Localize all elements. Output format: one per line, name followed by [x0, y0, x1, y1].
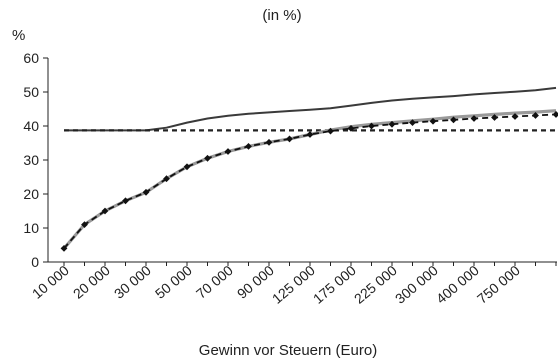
- data-point-marker: [204, 154, 211, 162]
- data-point-marker: [347, 124, 355, 132]
- y-tick-label: 40: [23, 118, 39, 134]
- data-point-marker: [470, 115, 478, 122]
- y-axis-label: %: [12, 27, 25, 44]
- data-point-marker: [552, 111, 558, 118]
- y-tick-label: 0: [31, 254, 39, 270]
- data-point-marker: [183, 163, 191, 171]
- data-point-marker: [101, 207, 109, 215]
- x-tick-label: 50 000: [152, 262, 195, 302]
- x-tick-label: 750 000: [474, 262, 523, 307]
- data-point-marker: [491, 114, 498, 121]
- x-tick-label: 300 000: [392, 262, 441, 307]
- data-point-marker: [245, 143, 252, 150]
- data-point-marker: [368, 122, 375, 130]
- x-tick-label: 175 000: [310, 262, 359, 307]
- x-tick-label: 225 000: [351, 262, 400, 307]
- data-point-marker: [429, 117, 437, 125]
- x-tick-label: 400 000: [433, 262, 482, 307]
- chart-subtitle: (in %): [262, 7, 301, 24]
- data-point-marker: [60, 245, 68, 252]
- data-point-marker: [122, 197, 129, 205]
- data-point-marker: [306, 131, 314, 138]
- data-point-marker: [163, 175, 170, 183]
- y-tick-label: 60: [23, 50, 39, 66]
- data-point-marker: [286, 135, 293, 143]
- data-point-marker: [511, 113, 519, 120]
- data-point-marker: [142, 188, 150, 196]
- y-tick-label: 20: [23, 186, 39, 202]
- y-tick-label: 50: [23, 84, 39, 100]
- data-point-marker: [224, 148, 232, 155]
- data-point-marker: [450, 116, 457, 124]
- series-line-1: [64, 86, 557, 132]
- data-point-marker: [532, 112, 539, 119]
- x-tick-label: 70 000: [193, 262, 236, 302]
- x-axis-label: Gewinn vor Steuern (Euro): [199, 342, 377, 359]
- x-tick-label: 30 000: [111, 262, 154, 302]
- data-point-marker: [81, 221, 88, 228]
- x-tick-label: 20 000: [70, 262, 113, 302]
- y-tick-label: 30: [23, 152, 39, 168]
- x-tick-label: 125 000: [269, 262, 318, 307]
- data-point-marker: [409, 119, 416, 126]
- data-point-marker: [388, 120, 396, 128]
- data-point-marker: [327, 127, 334, 135]
- y-tick-label: 10: [23, 220, 39, 236]
- data-point-marker: [265, 138, 273, 146]
